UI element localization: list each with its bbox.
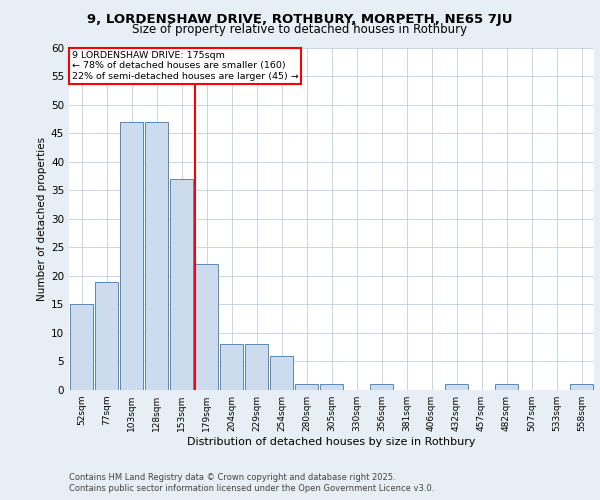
Bar (270, 356, 293, 390)
Bar (370, 384, 393, 390)
Bar (245, 344, 268, 390)
Bar (170, 179, 193, 390)
Bar (195, 264, 218, 390)
Bar (320, 384, 343, 390)
Text: Contains HM Land Registry data © Crown copyright and database right 2025.: Contains HM Land Registry data © Crown c… (69, 472, 395, 482)
X-axis label: Distribution of detached houses by size in Rothbury: Distribution of detached houses by size … (187, 437, 476, 447)
Bar (95, 282, 118, 390)
Bar (120, 122, 143, 390)
Text: Contains public sector information licensed under the Open Government Licence v3: Contains public sector information licen… (69, 484, 434, 493)
Text: 9, LORDENSHAW DRIVE, ROTHBURY, MORPETH, NE65 7JU: 9, LORDENSHAW DRIVE, ROTHBURY, MORPETH, … (87, 12, 513, 26)
Bar (495, 384, 518, 390)
Bar (295, 384, 318, 390)
Bar (145, 122, 168, 390)
Bar (70, 304, 93, 390)
Bar (445, 384, 468, 390)
Text: Size of property relative to detached houses in Rothbury: Size of property relative to detached ho… (133, 24, 467, 36)
Y-axis label: Number of detached properties: Number of detached properties (37, 136, 47, 301)
Text: 9 LORDENSHAW DRIVE: 175sqm
← 78% of detached houses are smaller (160)
22% of sem: 9 LORDENSHAW DRIVE: 175sqm ← 78% of deta… (71, 51, 298, 80)
Bar (570, 384, 593, 390)
Bar (220, 344, 243, 390)
